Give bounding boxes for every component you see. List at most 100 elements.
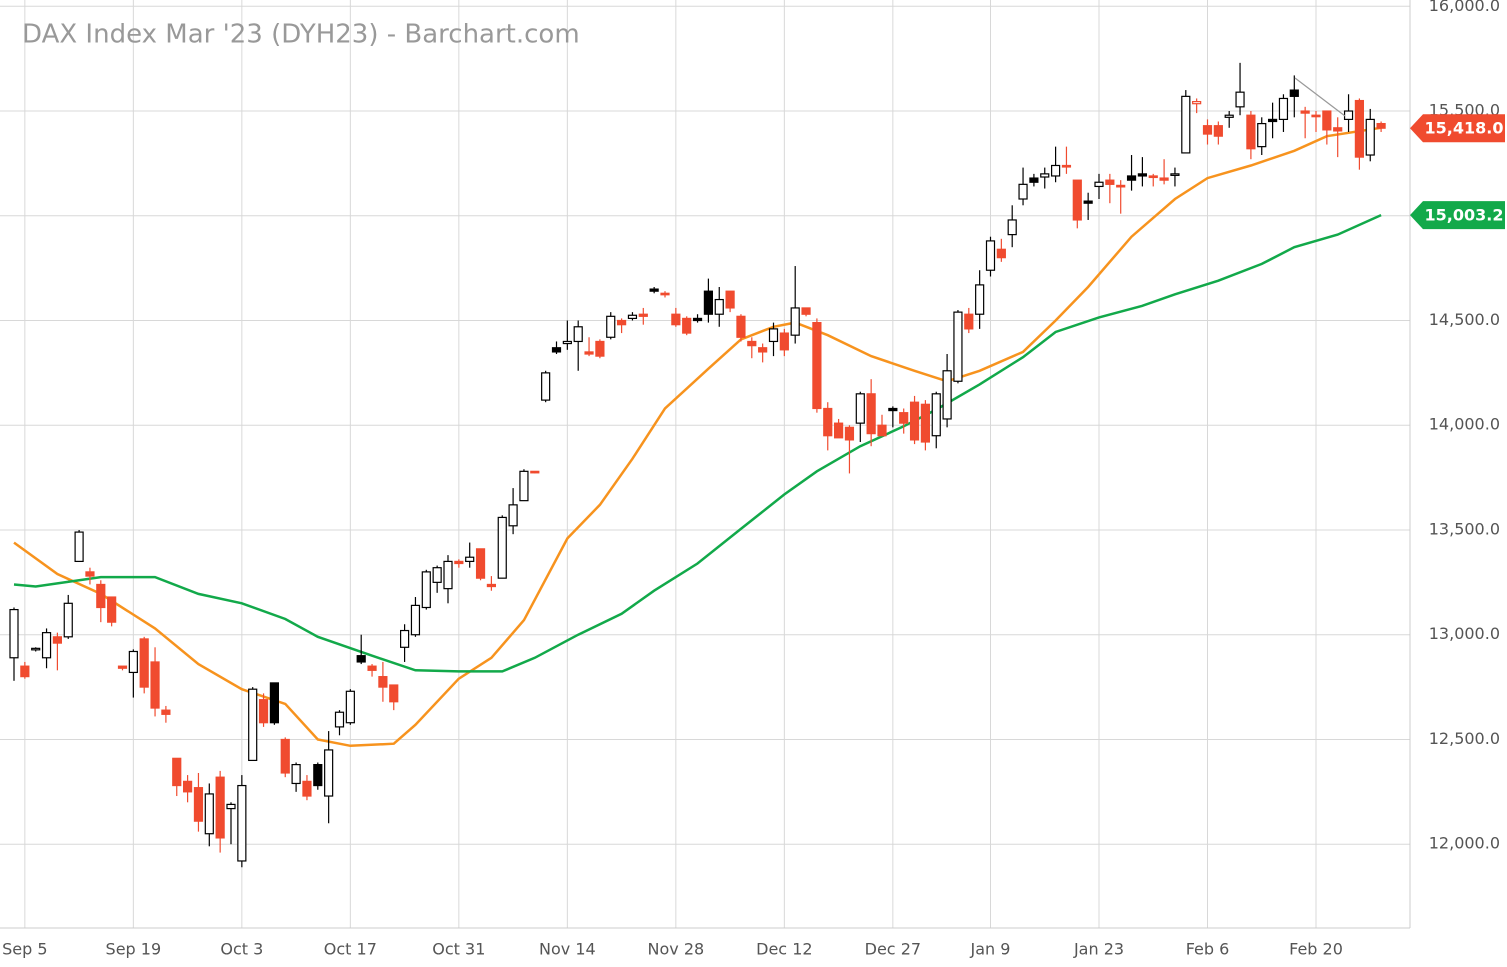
candle-body: [1311, 114, 1321, 118]
candle-body: [345, 690, 355, 724]
candle-body: [888, 407, 898, 412]
candle-body: [595, 340, 605, 357]
x-tick-label: Feb 6: [1186, 940, 1230, 959]
candle-body: [703, 290, 714, 315]
y-tick-label: 13,000.0: [1429, 624, 1500, 643]
candle-body: [1235, 91, 1245, 108]
candle-body: [150, 661, 160, 709]
candle-body: [1170, 173, 1180, 176]
candle-body: [139, 638, 149, 688]
candle-body: [899, 412, 909, 424]
candle-body: [1289, 89, 1299, 97]
candle-body: [606, 315, 616, 338]
y-tick-label: 12,500.0: [1429, 729, 1500, 748]
x-tick-label: Jan 9: [970, 940, 1011, 959]
y-tick-label: 13,500.0: [1429, 519, 1500, 538]
moving-average-line: [13, 126, 1382, 748]
candle-body: [909, 401, 920, 441]
candle-body: [1322, 110, 1332, 131]
candle-body: [747, 340, 757, 347]
candle-body: [627, 314, 638, 320]
candle-body: [714, 298, 724, 315]
candle-body: [758, 347, 768, 353]
candle-body: [20, 665, 30, 678]
y-tick-label: 14,500.0: [1429, 310, 1500, 329]
x-tick-label: Dec 12: [756, 940, 812, 959]
candle-body: [1333, 127, 1343, 132]
candle-body: [1050, 164, 1061, 177]
x-tick-label: Nov 14: [539, 940, 596, 959]
candle-body: [432, 567, 442, 583]
candle-body: [638, 313, 648, 317]
x-tick-label: Jan 23: [1073, 940, 1124, 959]
x-tick-label: Oct 17: [324, 940, 377, 959]
candle-body: [1192, 100, 1202, 105]
candle-body: [823, 407, 833, 437]
x-tick-label: Dec 27: [865, 940, 921, 959]
candle-body: [1105, 179, 1115, 185]
candle-body: [454, 560, 464, 565]
x-tick-label: Sep 5: [2, 940, 47, 959]
moving-averages: [13, 126, 1382, 748]
candle-body: [833, 422, 844, 439]
candle-body: [193, 787, 204, 822]
candle-body: [671, 313, 681, 326]
candle-body: [768, 328, 779, 343]
candle-body: [356, 655, 366, 663]
candle-body: [996, 248, 1006, 259]
candle-body: [465, 556, 475, 563]
candle-body: [63, 602, 73, 638]
y-tick-label: 12,000.0: [1429, 834, 1500, 853]
candle-body: [692, 317, 703, 322]
candle-body: [1354, 99, 1365, 158]
candle-body: [1213, 125, 1223, 137]
candle-body: [1018, 183, 1028, 200]
candle-body: [85, 571, 95, 577]
candle-body: [96, 583, 106, 609]
candle-body: [128, 650, 138, 674]
candle-body: [573, 326, 583, 343]
candle-body: [1257, 122, 1267, 148]
candle-body: [161, 709, 171, 715]
candle-body: [248, 688, 258, 762]
candle-body: [41, 632, 52, 659]
candle-body: [1094, 181, 1104, 188]
candle-body: [497, 516, 507, 579]
candle-body: [269, 682, 279, 724]
candle-body: [486, 583, 496, 588]
candle-body: [52, 636, 63, 644]
candle-body: [443, 560, 453, 590]
candle-body: [942, 370, 952, 420]
candle-body: [74, 531, 84, 563]
chart-title: DAX Index Mar '23 (DYH23) - Barchart.com: [22, 20, 580, 50]
candle-body: [389, 684, 399, 703]
y-tick-label: 14,000.0: [1429, 415, 1500, 434]
candles: [9, 62, 1386, 868]
candle-body: [378, 676, 388, 688]
candle-body: [1278, 97, 1289, 121]
candle-body: [649, 288, 659, 292]
candle-body: [302, 780, 312, 797]
candle-body: [1202, 125, 1213, 135]
candle-body: [920, 403, 931, 443]
moving-average-line: [13, 213, 1382, 673]
candle-body: [964, 313, 974, 330]
candle-body: [1300, 110, 1310, 114]
candle-body: [1061, 164, 1072, 168]
candle-body: [313, 764, 323, 787]
candle-body: [1007, 219, 1017, 236]
y-tick-label: 16,000.0: [1429, 0, 1500, 15]
x-tick-label: Sep 19: [106, 940, 162, 959]
price-tag: [1410, 201, 1505, 230]
candle-body: [334, 711, 345, 728]
candle-body: [291, 764, 301, 785]
candle-body: [1376, 122, 1386, 129]
candle-body: [985, 240, 996, 271]
candle-body: [801, 307, 811, 315]
candle-body: [204, 793, 214, 835]
candle-body: [584, 351, 594, 355]
candle-body: [931, 393, 941, 437]
candle-body: [226, 803, 236, 810]
